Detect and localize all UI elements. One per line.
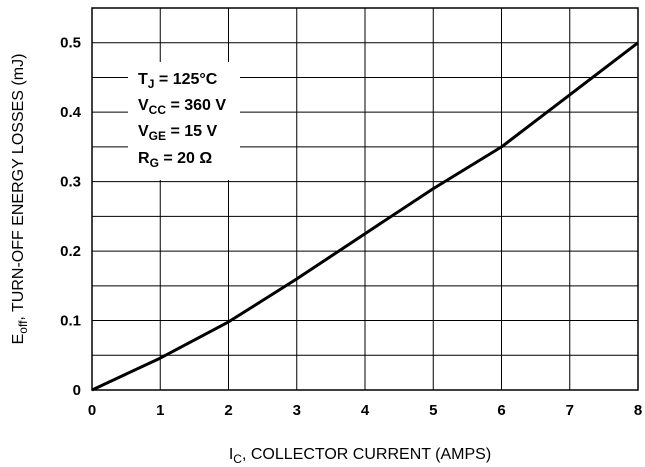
x-tick-label: 3: [293, 402, 301, 419]
x-tick-label: 0: [88, 402, 96, 419]
x-tick-label: 8: [634, 402, 642, 419]
x-tick-labels: 0 1 2 3 4 5 6 7 8: [88, 402, 642, 419]
condition-vcc-value: = 360 V: [166, 97, 226, 114]
condition-vge-sub: GE: [149, 129, 166, 143]
x-axis-label: IC, COLLECTOR CURRENT (AMPS): [229, 446, 491, 466]
x-tick-label: 6: [497, 402, 505, 419]
condition-rg-value: = 20 Ω: [159, 150, 212, 167]
x-tick-label: 4: [361, 402, 370, 419]
condition-rg-sub: G: [150, 156, 159, 170]
condition-rg-main: R: [138, 150, 150, 167]
x-tick-label: 1: [156, 402, 164, 419]
condition-tj-sub: J: [148, 77, 155, 91]
condition-vcc-main: V: [138, 97, 149, 114]
x-tick-label: 7: [566, 402, 574, 419]
condition-vcc-sub: CC: [149, 103, 167, 117]
y-tick-label: 0.2: [60, 243, 81, 260]
x-axis-label-rest: , COLLECTOR CURRENT (AMPS): [242, 446, 491, 463]
x-tick-label: 5: [429, 402, 437, 419]
y-axis-label: Eoff, TURN-OFF ENERGY LOSSES (mJ): [10, 54, 30, 345]
y-tick-label: 0.1: [60, 313, 81, 330]
y-tick-labels: 0 0.1 0.2 0.3 0.4 0.5: [60, 35, 82, 399]
condition-vge-main: V: [138, 123, 149, 140]
y-tick-label: 0: [73, 382, 81, 399]
y-tick-label: 0.5: [60, 35, 81, 52]
y-axis-label-rest: , TURN-OFF ENERGY LOSSES (mJ): [10, 54, 27, 321]
conditions-legend: TJ = 125°C VCC = 360 V VGE = 15 V RG = 2…: [128, 62, 240, 180]
y-axis-label-main: E: [10, 334, 27, 345]
y-axis-label-sub: off: [16, 320, 30, 334]
condition-tj-value: = 125°C: [154, 71, 217, 88]
y-tick-label: 0.4: [60, 104, 82, 121]
condition-vge-value: = 15 V: [166, 123, 217, 140]
y-tick-label: 0.3: [60, 174, 81, 191]
x-axis-label-sub: C: [233, 452, 242, 466]
x-tick-label: 2: [224, 402, 232, 419]
condition-tj-main: T: [138, 71, 148, 88]
